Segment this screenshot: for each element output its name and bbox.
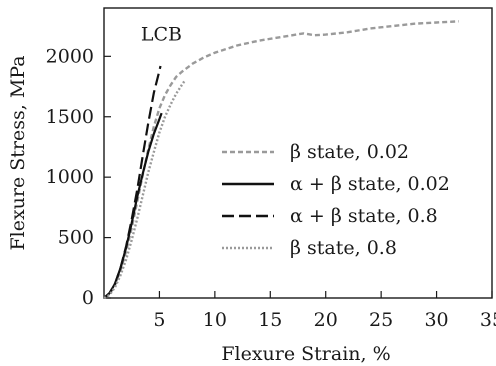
legend-label-2: α + β state, 0.02 [290,173,450,195]
series-line-2 [103,112,163,299]
axes-layer: 0 500 1000 1500 2000 5 10 15 20 25 30 35 Flexure Str… [7,7,496,365]
y-tick-label: 500 [58,227,94,249]
y-tick-label: 0 [82,287,94,309]
annotations: LCB [141,24,182,46]
annotation-lcb: LCB [141,24,182,46]
y-axis-title: Flexure Stress, MPa [7,55,29,250]
plot-frame [103,7,493,299]
x-axis-title: Flexure Strain, % [221,343,390,365]
x-tick-label: 35 [480,309,496,331]
y-tick-label: 2000 [46,45,94,67]
y-tick-label: 1000 [46,166,94,188]
series-line-1 [103,20,459,300]
legend-label-3: α + β state, 0.8 [290,205,438,227]
series-line-3 [103,65,162,299]
x-tick-label: 30 [424,309,448,331]
series-layer [103,20,459,300]
x-tick-label: 25 [369,309,393,331]
series-line-4 [103,79,186,300]
x-tick-label: 20 [314,309,338,331]
legend: β state, 0.02 α + β state, 0.02 α + β stat… [222,141,450,259]
x-tick-label: 10 [203,309,227,331]
x-tick-label: 15 [258,309,282,331]
legend-label-4: β state, 0.8 [290,237,397,259]
legend-label-1: β state, 0.02 [290,141,409,163]
y-tick-label: 1500 [46,106,94,128]
x-tick-label: 5 [153,309,165,331]
